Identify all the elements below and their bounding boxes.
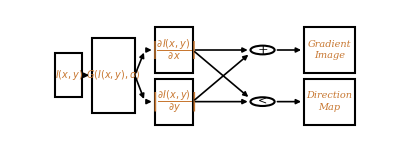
Text: $\left|\dfrac{\partial I(x,y)}{\partial y}\right|$: $\left|\dfrac{\partial I(x,y)}{\partial … xyxy=(150,89,196,115)
Text: $G(I(x,y),\sigma)$: $G(I(x,y),\sigma)$ xyxy=(86,68,140,82)
Bar xyxy=(154,27,192,73)
Text: <: < xyxy=(257,97,267,107)
Text: Direction
Map: Direction Map xyxy=(306,91,351,112)
Bar xyxy=(154,79,192,125)
Bar xyxy=(55,53,82,97)
Text: $\left|\dfrac{\partial I(x,y)}{\partial x}\right|$: $\left|\dfrac{\partial I(x,y)}{\partial … xyxy=(151,38,196,62)
Bar xyxy=(303,79,354,125)
Text: $I(x,y)$: $I(x,y)$ xyxy=(54,68,83,82)
Circle shape xyxy=(250,46,274,54)
Bar xyxy=(92,38,134,112)
Bar xyxy=(303,27,354,73)
Text: +: + xyxy=(256,44,267,56)
Circle shape xyxy=(250,97,274,106)
Text: Gradient
Image: Gradient Image xyxy=(307,40,350,60)
